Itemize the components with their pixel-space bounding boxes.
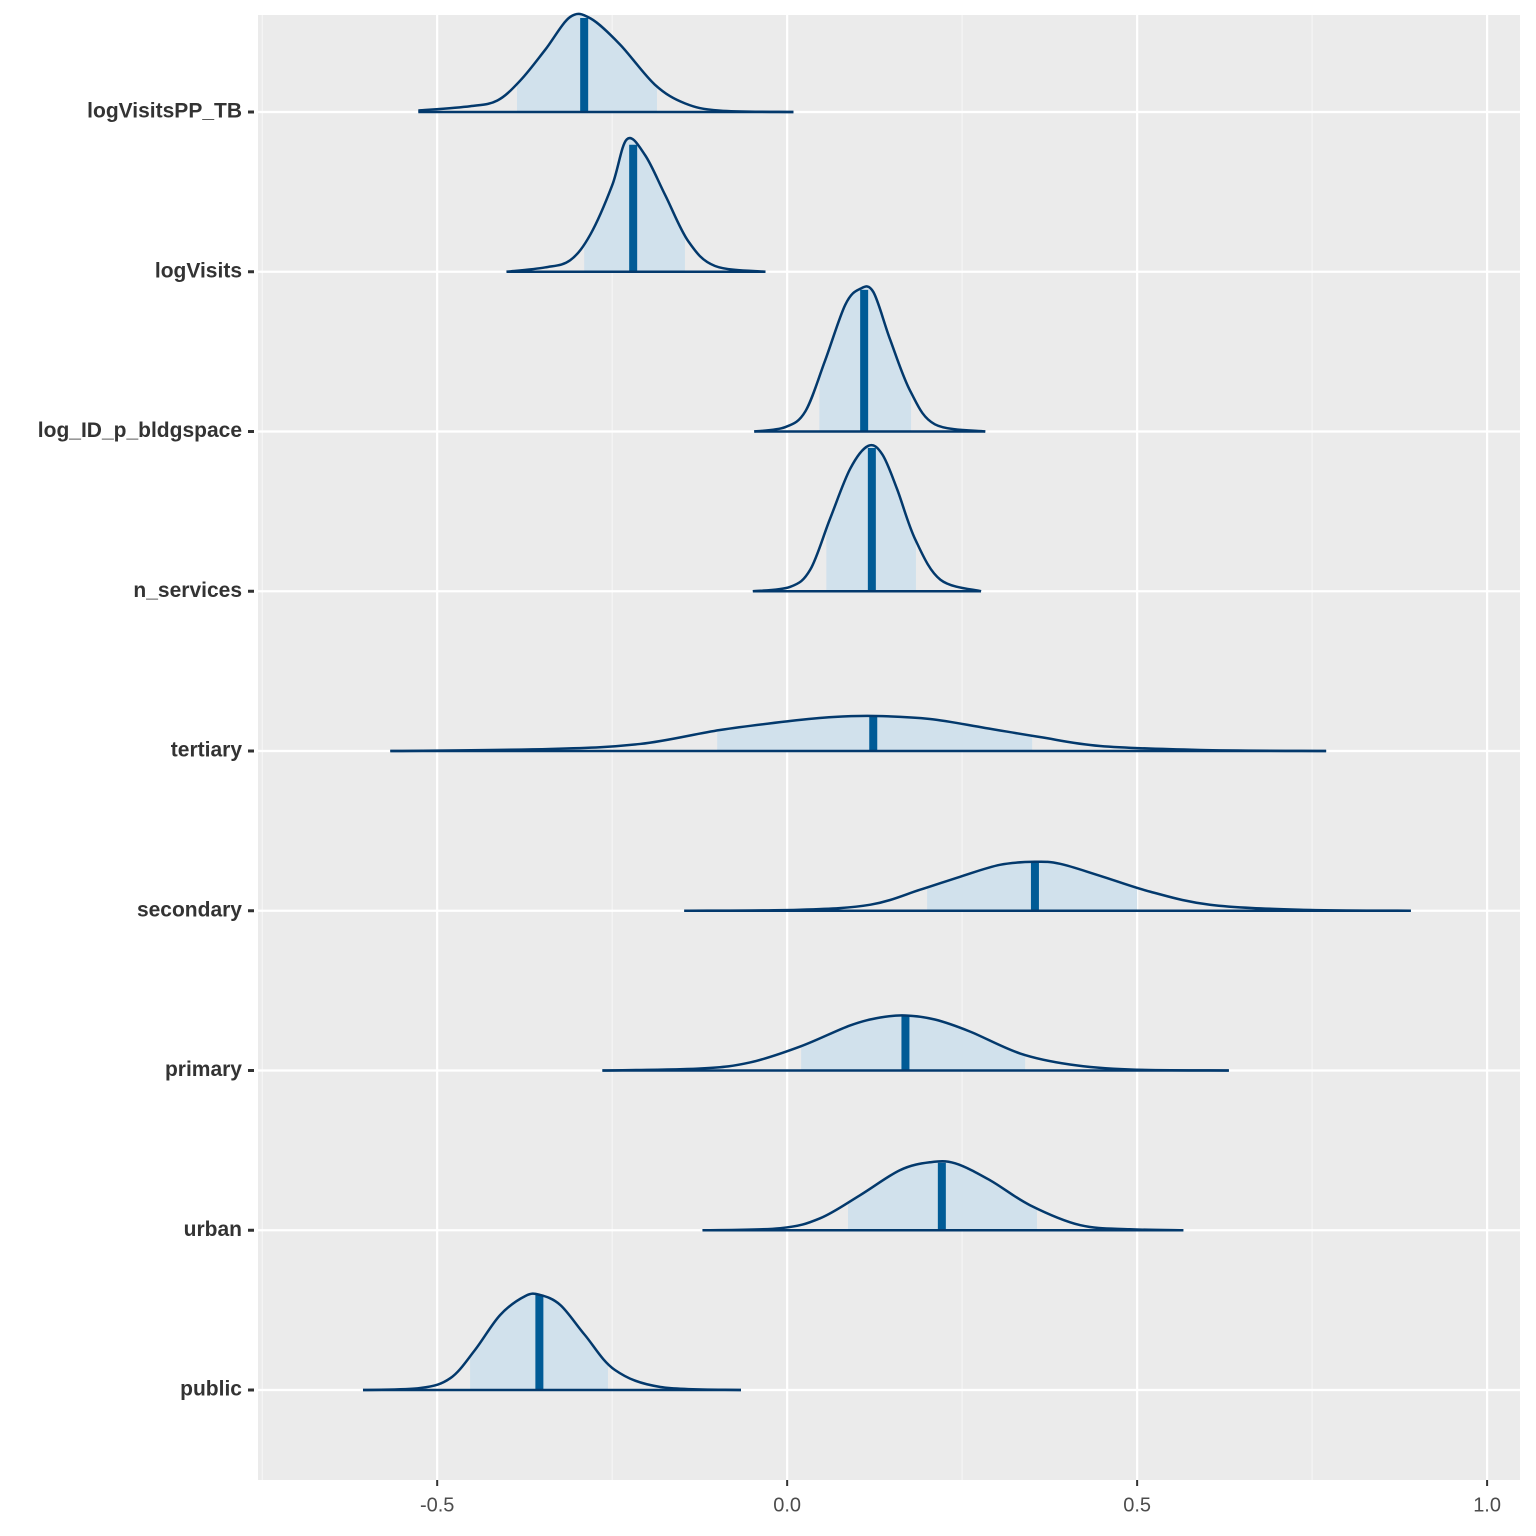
- density-curve: [754, 285, 986, 433]
- y-tick-label: primary: [165, 1058, 242, 1081]
- density-curve: [684, 860, 1411, 912]
- density-curve: [702, 1159, 1184, 1232]
- x-tick-label: 0.5: [1123, 1494, 1151, 1516]
- y-tick-label: logVisits: [155, 259, 242, 282]
- y-tick-label: secondary: [137, 898, 242, 921]
- density-curve: [362, 1292, 742, 1392]
- y-tick-label: tertiary: [171, 739, 243, 762]
- density-curve: [390, 714, 1327, 753]
- y-tick-label: urban: [184, 1218, 242, 1241]
- interval-area: [801, 1015, 1026, 1071]
- y-tick-label: public: [180, 1378, 242, 1401]
- x-tick-label: -0.5: [420, 1494, 454, 1516]
- y-tick-label: logVisitsPP_TB: [87, 100, 242, 123]
- density-curve: [752, 443, 982, 593]
- x-tick-label: 0.0: [773, 1494, 801, 1516]
- density-curve: [418, 12, 794, 114]
- y-tick-label: n_services: [133, 579, 242, 602]
- y-tick-label: log_ID_p_bldgspace: [38, 419, 242, 442]
- density-curve: [602, 1014, 1229, 1072]
- x-tick-label: 1.0: [1473, 1494, 1501, 1516]
- density-curve: [506, 136, 766, 273]
